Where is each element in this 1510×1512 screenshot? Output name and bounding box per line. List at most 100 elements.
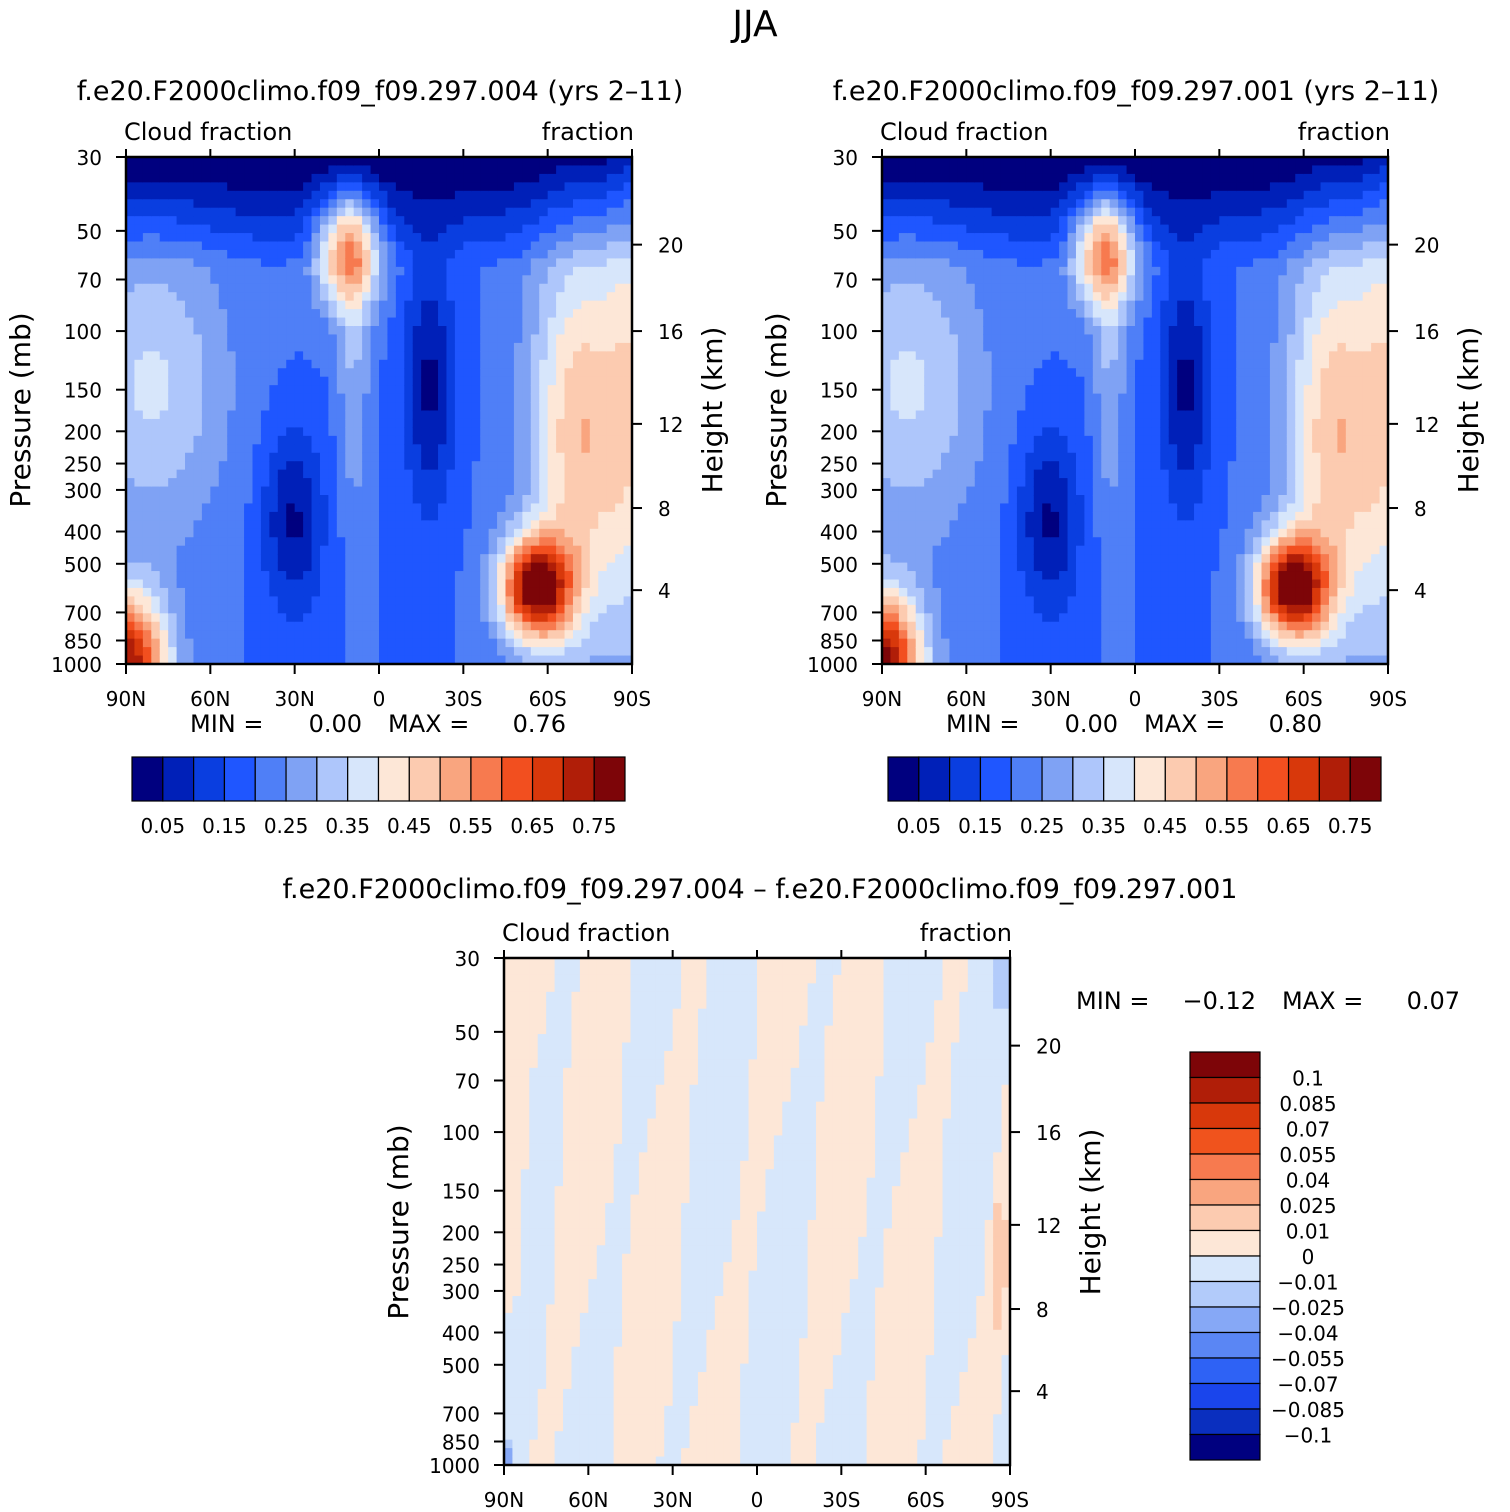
contour-cell (438, 596, 448, 606)
contour-cell (966, 359, 976, 369)
contour-cell (598, 554, 608, 564)
contour-cell (1008, 647, 1018, 657)
contour-cell (168, 249, 178, 259)
contour-cell (168, 199, 178, 209)
contour-cell (974, 647, 984, 657)
contour-cell (505, 317, 515, 327)
contour-cell (260, 385, 270, 395)
contour-cell (336, 520, 346, 530)
contour-cell (615, 241, 625, 251)
contour-cell (1008, 452, 1018, 462)
contour-cell (126, 469, 136, 479)
contour-cell (412, 495, 422, 505)
contour-cell (142, 317, 152, 327)
contour-cell (454, 241, 464, 251)
contour-cell (463, 587, 473, 597)
contour-cell (1008, 435, 1018, 445)
contour-cell (319, 630, 329, 640)
contour-cell (505, 486, 515, 496)
contour-cell (1000, 224, 1010, 234)
contour-cell (1008, 427, 1018, 437)
contour-cell (446, 444, 456, 454)
contour-cell (379, 157, 389, 167)
contour-cell (623, 444, 633, 454)
contour-cell (379, 258, 389, 268)
contour-cell (1050, 275, 1060, 285)
contour-cell (176, 326, 186, 336)
contour-cell (581, 165, 591, 175)
contour-cell (915, 638, 925, 648)
contour-cell (438, 342, 448, 352)
contour-cell (260, 368, 270, 378)
y-tick-label: 850 (64, 630, 102, 654)
contour-cell (210, 207, 220, 217)
contour-cell (438, 385, 448, 395)
contour-cell (244, 452, 254, 462)
contour-cell (176, 182, 186, 192)
y-tick-label: 1000 (51, 653, 102, 677)
contour-cell (882, 587, 892, 597)
contour-cell (1033, 317, 1043, 327)
contour-cell (421, 402, 431, 412)
contour-cell (379, 486, 389, 496)
contour-cell (362, 630, 372, 640)
contour-cell (395, 233, 405, 243)
contour-cell (547, 342, 557, 352)
contour-cell (941, 604, 951, 614)
contour-cell (1008, 402, 1018, 412)
contour-cell (379, 165, 389, 175)
contour-cell (395, 309, 405, 319)
contour-cell (370, 604, 380, 614)
contour-cell (387, 630, 397, 640)
contour-cell (201, 241, 211, 251)
contour-cell (991, 520, 1001, 530)
contour-cell (480, 630, 490, 640)
contour-cell (421, 342, 431, 352)
contour-cell (185, 571, 195, 581)
contour-cell (218, 469, 228, 479)
contour-cell (454, 376, 464, 386)
contour-cell (505, 579, 515, 589)
contour-cell (370, 385, 380, 395)
contour-cell (454, 173, 464, 183)
contour-cell (907, 275, 917, 285)
contour-cell (244, 511, 254, 521)
contour-cell (513, 511, 523, 521)
contour-cell (345, 376, 355, 386)
contour-cell (277, 207, 287, 217)
contour-cell (898, 165, 908, 175)
contour-cell (589, 385, 599, 395)
contour-cell (421, 554, 431, 564)
contour-cell (412, 376, 422, 386)
contour-cell (623, 520, 633, 530)
contour-cell (598, 495, 608, 505)
contour-cell (370, 503, 380, 513)
contour-cell (589, 638, 599, 648)
contour-cell (539, 309, 549, 319)
contour-cell (1025, 554, 1035, 564)
contour-cell (404, 418, 414, 428)
contour-cell (623, 486, 633, 496)
contour-cell (277, 486, 287, 496)
contour-cell (957, 596, 967, 606)
contour-cell (991, 359, 1001, 369)
contour-cell (615, 638, 625, 648)
contour-cell (345, 554, 355, 564)
contour-cell (168, 478, 178, 488)
contour-cell (176, 469, 186, 479)
contour-cell (345, 402, 355, 412)
contour-cell (277, 562, 287, 572)
contour-cell (463, 545, 473, 555)
contour-cell (598, 520, 608, 530)
contour-cell (915, 647, 925, 657)
contour-cell (235, 486, 245, 496)
contour-cell (303, 452, 313, 462)
contour-cell (915, 596, 925, 606)
contour-cell (898, 647, 908, 657)
contour-cell (201, 444, 211, 454)
contour-cell (353, 528, 363, 538)
contour-cell (362, 326, 372, 336)
contour-cell (303, 385, 313, 395)
contour-cell (471, 199, 481, 209)
colorbar-swatch (162, 756, 195, 802)
